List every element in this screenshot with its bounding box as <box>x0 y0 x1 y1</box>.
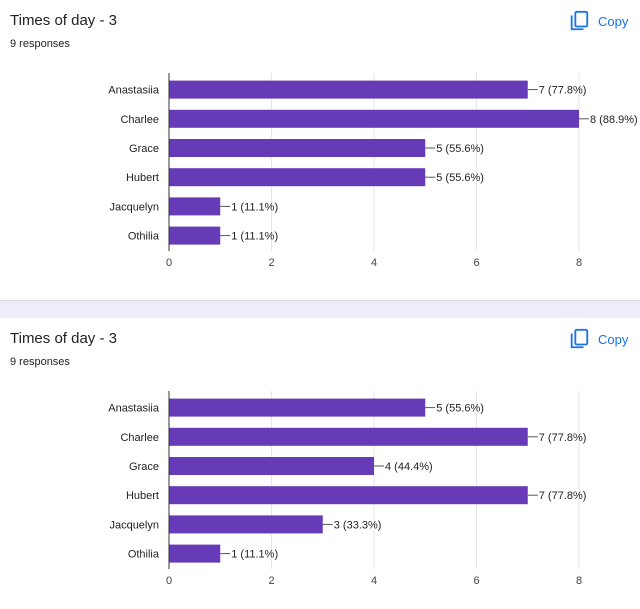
category-label: Hubert <box>126 490 159 502</box>
bar <box>169 197 221 216</box>
value-label: 1 (11.1%) <box>231 201 278 213</box>
response-count: 9 responses <box>10 38 70 50</box>
value-label: 1 (11.1%) <box>231 549 278 561</box>
copy-label: Copy <box>598 331 629 347</box>
x-tick-label: 4 <box>371 257 377 269</box>
chart-card-1: Times of day - 3 9 responses Copy Anasta… <box>0 0 640 300</box>
x-tick-label: 8 <box>576 257 582 269</box>
category-label: Anastasiia <box>108 403 160 415</box>
x-tick-label: 4 <box>371 575 377 587</box>
bar <box>169 398 426 417</box>
x-tick-label: 8 <box>576 575 582 587</box>
category-label: Hubert <box>126 172 159 184</box>
x-tick-label: 6 <box>473 257 479 269</box>
value-label: 5 (55.6%) <box>436 172 484 184</box>
section-divider <box>0 300 640 318</box>
bar <box>169 109 579 128</box>
value-label: 4 (44.4%) <box>385 461 433 473</box>
copy-button[interactable]: Copy <box>568 9 628 33</box>
card-title: Times of day - 3 <box>10 330 117 347</box>
bar <box>169 226 221 245</box>
value-label: 5 (55.6%) <box>436 143 484 155</box>
bar-chart: Anastasiia 7 (77.8%) Charlee 8 (88.9%) Grace… <box>108 73 638 269</box>
category-label: Charlee <box>120 114 159 126</box>
bar <box>169 80 528 99</box>
category-label: Othilia <box>128 549 160 561</box>
category-label: Grace <box>129 461 159 473</box>
value-label: 5 (55.6%) <box>436 403 484 415</box>
category-label: Jacquelyn <box>109 519 159 531</box>
response-count: 9 responses <box>10 356 70 368</box>
bar <box>169 139 426 157</box>
category-label: Othilia <box>128 231 160 243</box>
x-tick-label: 6 <box>473 575 479 587</box>
value-label: 1 (11.1%) <box>231 231 278 243</box>
category-label: Anastasiia <box>108 85 160 97</box>
x-tick-label: 0 <box>166 575 172 587</box>
bar <box>169 427 528 446</box>
category-label: Jacquelyn <box>109 201 159 213</box>
bar <box>169 168 426 187</box>
bar <box>169 544 221 563</box>
bar <box>169 486 528 505</box>
x-tick-label: 2 <box>268 575 274 587</box>
chart-card-2: Times of day - 3 9 responses Copy Anasta… <box>0 318 640 609</box>
copy-icon <box>570 328 589 349</box>
bar-chart: Anastasiia 5 (55.6%) Charlee 7 (77.8%) Grace… <box>108 391 587 587</box>
x-tick-label: 2 <box>268 257 274 269</box>
card-title: Times of day - 3 <box>10 12 117 29</box>
value-label: 8 (88.9%) <box>590 114 638 126</box>
category-label: Grace <box>129 143 159 155</box>
x-tick-label: 0 <box>166 257 172 269</box>
bar <box>169 515 323 534</box>
value-label: 7 (77.8%) <box>539 85 587 97</box>
value-label: 7 (77.8%) <box>539 432 587 444</box>
value-label: 3 (33.3%) <box>334 519 382 531</box>
bar <box>169 457 374 475</box>
value-label: 7 (77.8%) <box>539 490 587 502</box>
category-label: Charlee <box>120 432 159 444</box>
copy-label: Copy <box>598 13 629 29</box>
copy-button[interactable]: Copy <box>568 327 628 351</box>
copy-icon <box>570 10 589 31</box>
